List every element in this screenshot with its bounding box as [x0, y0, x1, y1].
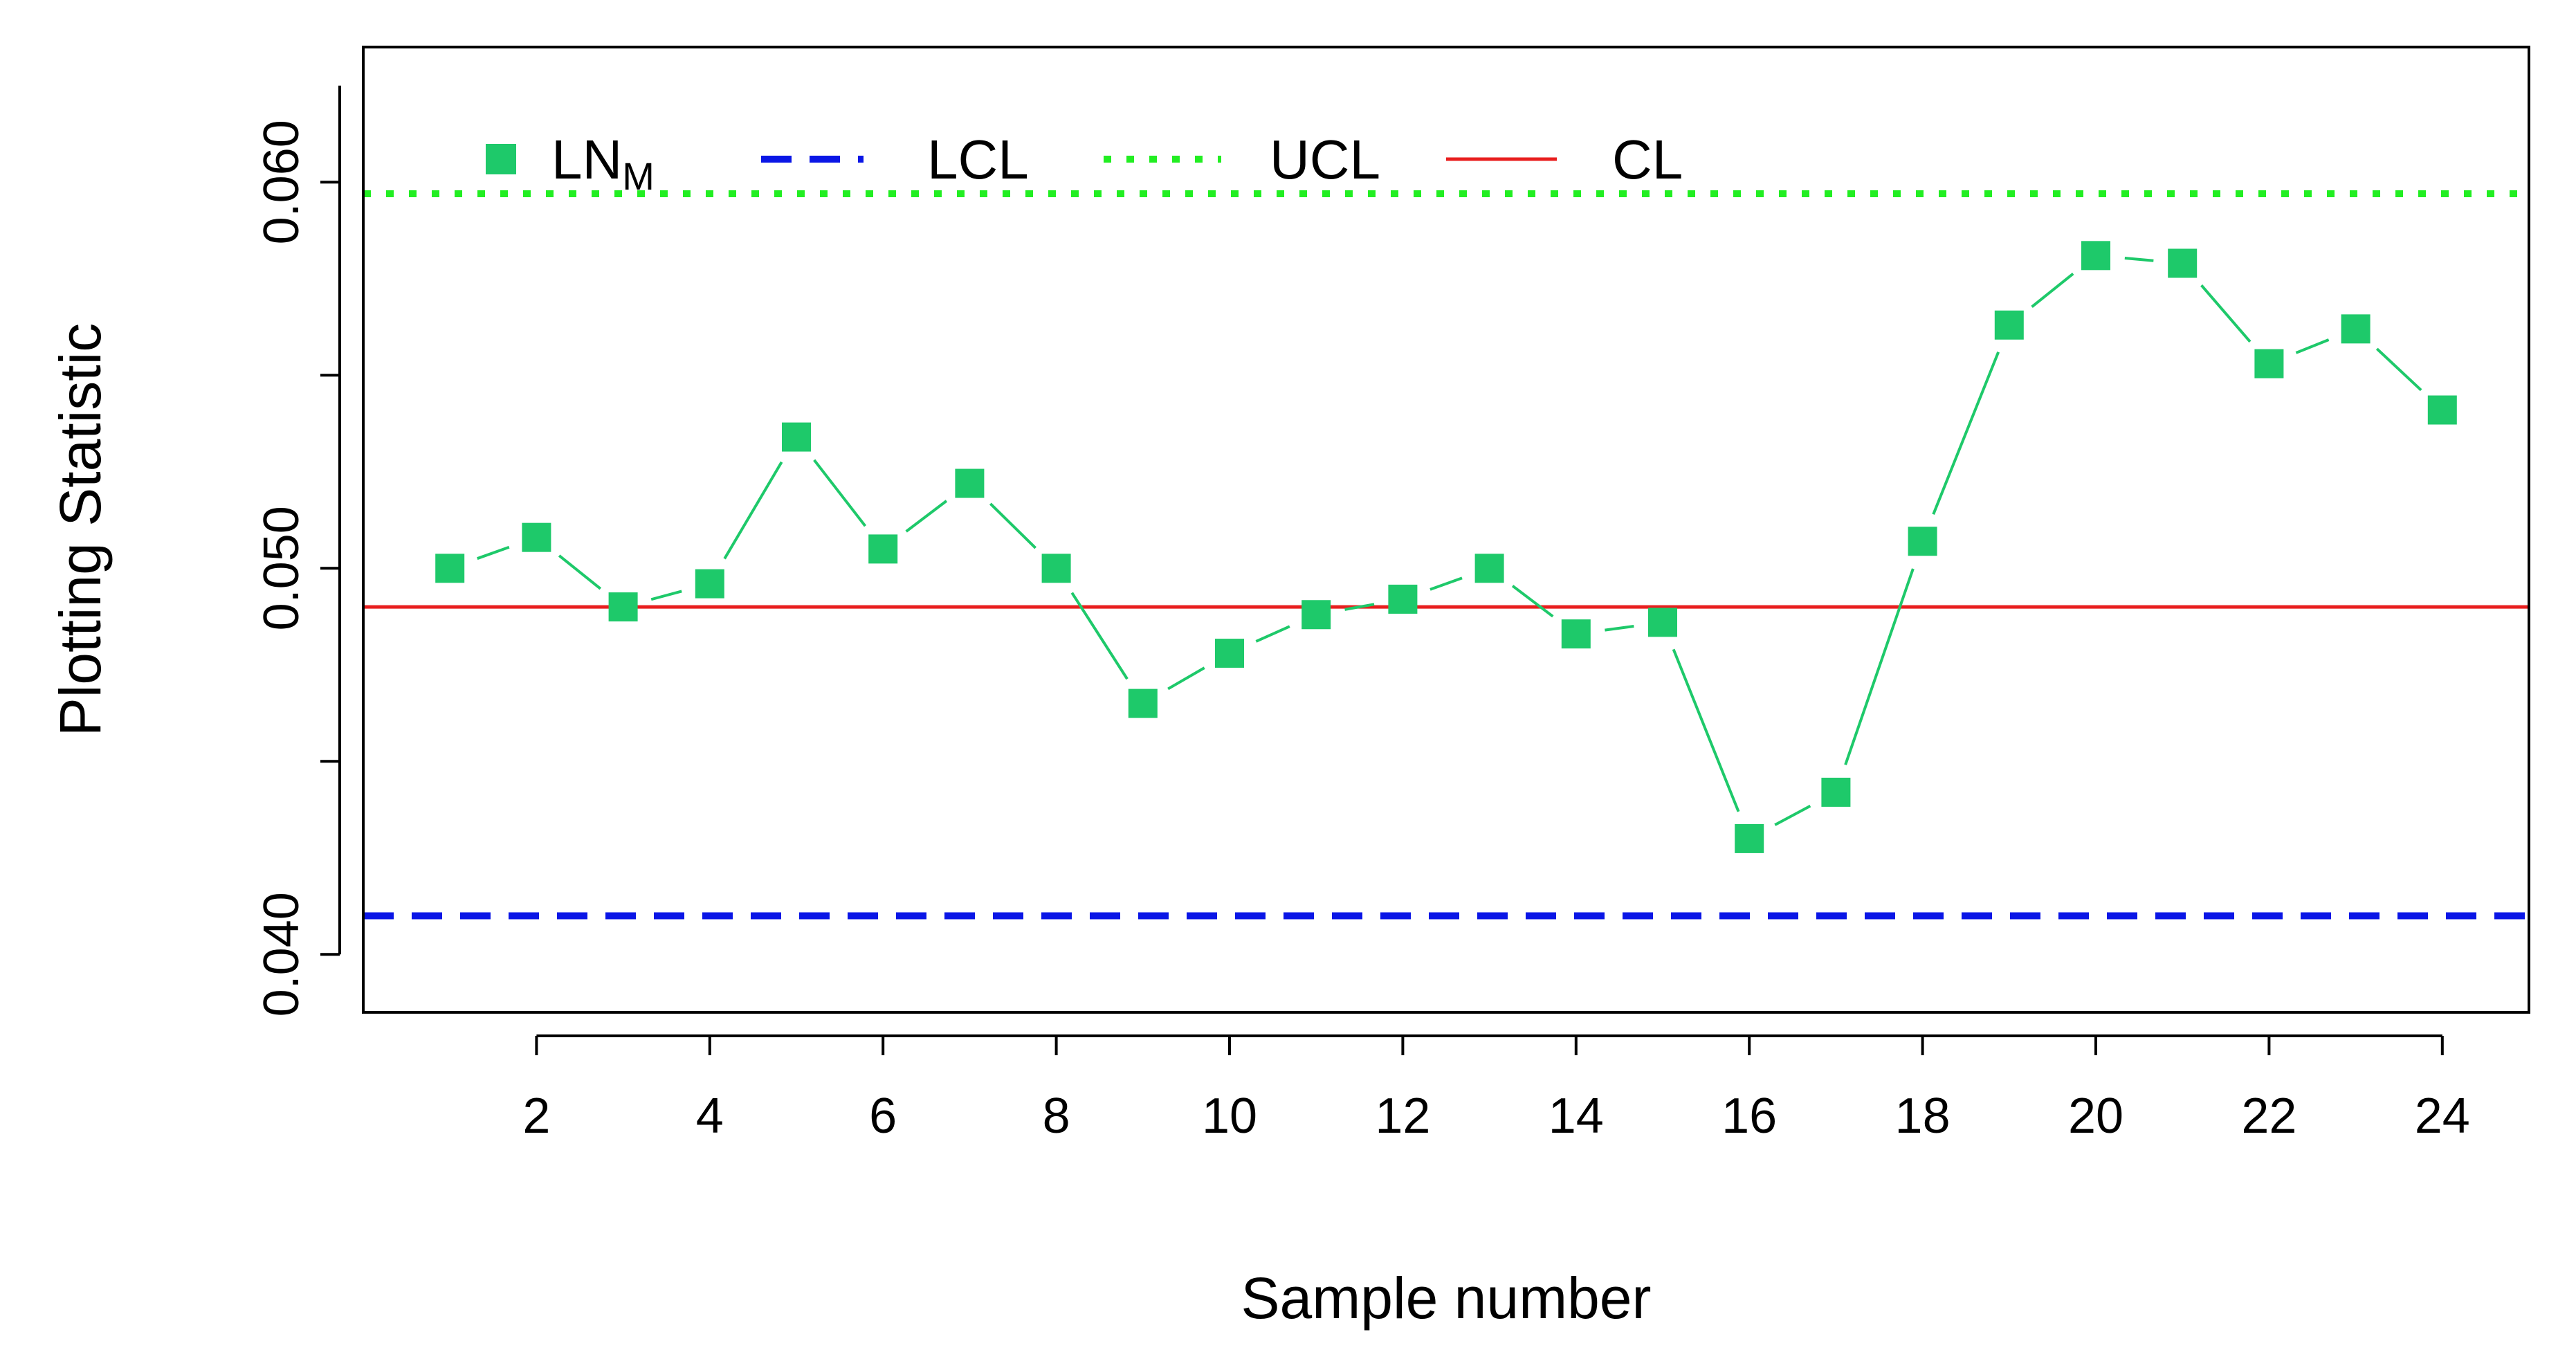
data-point-15 — [1648, 608, 1677, 637]
series-segment — [477, 545, 510, 560]
series-segment — [813, 459, 867, 527]
data-point-21 — [2168, 248, 2198, 278]
data-point-7 — [955, 468, 985, 498]
x-tick-label: 18 — [1895, 1088, 1951, 1144]
reference-lines — [363, 190, 2529, 920]
data-point-18 — [1908, 527, 1937, 556]
data-point-3 — [608, 592, 638, 622]
legend-label-lnm: LNM — [551, 129, 655, 198]
series-segment — [2200, 284, 2251, 343]
legend-label-cl: CL — [1612, 129, 1683, 190]
series-layer — [435, 241, 2457, 853]
series-segment — [2295, 338, 2330, 354]
series-segment — [989, 502, 1037, 549]
data-point-22 — [2254, 349, 2284, 378]
series-segment — [1070, 592, 1129, 680]
y-tick-label: 0.060 — [254, 120, 309, 244]
series-segment — [1932, 352, 2000, 515]
data-point-16 — [1735, 823, 1764, 853]
data-point-1 — [435, 554, 465, 583]
x-tick-label: 6 — [869, 1088, 897, 1144]
series-segment — [1672, 648, 1740, 812]
x-tick-label: 14 — [1549, 1088, 1604, 1144]
series-segment — [1844, 568, 1915, 765]
x-tick-label: 20 — [2068, 1088, 2123, 1144]
data-point-23 — [2341, 314, 2371, 344]
x-tick-label: 24 — [2415, 1088, 2470, 1144]
data-point-13 — [1474, 554, 1504, 583]
x-tick-label: 22 — [2241, 1088, 2296, 1144]
data-point-9 — [1128, 688, 1158, 718]
data-point-12 — [1388, 584, 1418, 614]
series-segment — [2124, 257, 2154, 262]
x-tick-label: 12 — [1375, 1088, 1430, 1144]
data-point-14 — [1561, 619, 1591, 649]
series-segment — [2031, 273, 2074, 309]
y-axis-title: Plotting Statistic — [48, 323, 113, 737]
data-point-19 — [1994, 310, 2024, 340]
legend-label-ucl: UCL — [1270, 129, 1380, 190]
data-point-11 — [1301, 600, 1331, 630]
data-point-6 — [868, 534, 898, 564]
data-point-8 — [1041, 554, 1071, 583]
data-point-5 — [782, 422, 811, 452]
series-segment — [1511, 585, 1554, 618]
series-segment — [1255, 625, 1290, 643]
x-axis-title: Sample number — [1241, 1266, 1652, 1331]
x-tick-label: 2 — [522, 1088, 550, 1144]
series-segment — [558, 554, 602, 590]
x-tick-label: 8 — [1043, 1088, 1070, 1144]
x-tick-label: 10 — [1202, 1088, 1257, 1144]
series-segment — [1429, 576, 1463, 591]
series-segment — [2375, 347, 2422, 392]
data-point-24 — [2427, 395, 2457, 425]
series-segment — [650, 590, 682, 601]
y-tick-label: 0.050 — [254, 506, 309, 630]
x-axis: 2 4 6 8 10 12 14 16 18 20 22 24 — [522, 1034, 2470, 1144]
y-axis: 0.040 0.050 0.060 — [254, 85, 341, 1016]
x-tick-label: 4 — [696, 1088, 724, 1144]
legend-marker-lnm — [486, 144, 516, 174]
legend: LNM LCL UCL CL — [486, 129, 1683, 198]
y-tick-label: 0.040 — [254, 892, 309, 1016]
series-segment — [1605, 625, 1634, 632]
plot-area-border — [362, 46, 2530, 1014]
series-segment — [723, 461, 783, 560]
data-point-20 — [2081, 241, 2110, 271]
series-segment — [1774, 804, 1811, 826]
data-point-17 — [1821, 777, 1851, 807]
series-segment — [1167, 666, 1205, 691]
series-segment — [905, 500, 948, 533]
legend-label-lcl: LCL — [927, 129, 1029, 190]
data-point-2 — [522, 522, 551, 552]
legend-label-lnm-main: LN — [551, 129, 622, 190]
series-segment — [1344, 603, 1375, 611]
legend-label-lnm-sub: M — [622, 154, 655, 198]
data-point-10 — [1215, 639, 1244, 668]
data-point-4 — [695, 569, 724, 599]
x-tick-label: 16 — [1721, 1088, 1777, 1144]
